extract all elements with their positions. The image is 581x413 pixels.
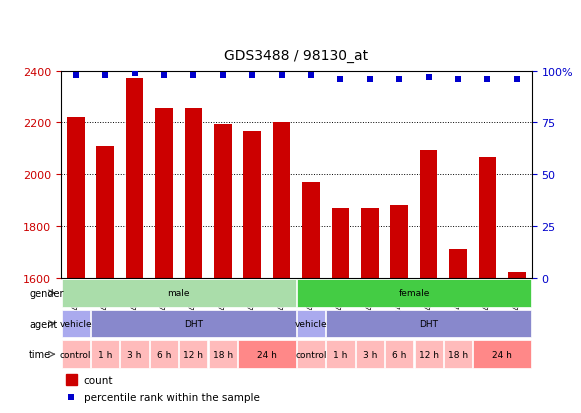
Text: 6 h: 6 h <box>392 350 407 359</box>
FancyBboxPatch shape <box>415 341 443 368</box>
Point <box>424 74 433 81</box>
Text: 12 h: 12 h <box>184 350 203 359</box>
FancyBboxPatch shape <box>474 341 531 368</box>
Point <box>306 72 315 79</box>
Text: gender: gender <box>29 288 63 298</box>
Point <box>453 76 462 83</box>
Text: GDS3488 / 98130_at: GDS3488 / 98130_at <box>224 48 368 62</box>
FancyBboxPatch shape <box>62 310 90 337</box>
Bar <box>332 208 349 278</box>
Bar <box>96 146 114 278</box>
Bar <box>479 158 496 278</box>
Point <box>336 76 345 83</box>
Text: count: count <box>84 375 113 385</box>
Bar <box>243 132 261 278</box>
FancyBboxPatch shape <box>180 341 207 368</box>
Point <box>71 72 80 79</box>
Bar <box>449 249 467 278</box>
FancyBboxPatch shape <box>91 341 119 368</box>
Point <box>248 72 257 79</box>
Text: DHT: DHT <box>184 319 203 328</box>
FancyBboxPatch shape <box>120 341 149 368</box>
FancyBboxPatch shape <box>62 341 90 368</box>
Point <box>67 394 76 400</box>
Text: 3 h: 3 h <box>127 350 142 359</box>
FancyBboxPatch shape <box>444 341 472 368</box>
Text: 12 h: 12 h <box>419 350 439 359</box>
Text: male: male <box>167 289 190 298</box>
Text: control: control <box>60 350 91 359</box>
Bar <box>273 123 290 278</box>
FancyBboxPatch shape <box>62 280 296 307</box>
FancyBboxPatch shape <box>297 341 325 368</box>
Text: 18 h: 18 h <box>448 350 468 359</box>
Text: 18 h: 18 h <box>213 350 233 359</box>
Point <box>218 72 227 79</box>
FancyBboxPatch shape <box>91 310 296 337</box>
Point <box>101 72 110 79</box>
Text: agent: agent <box>29 319 58 329</box>
Point <box>394 76 404 83</box>
FancyBboxPatch shape <box>150 341 178 368</box>
Point <box>277 72 286 79</box>
Text: 1 h: 1 h <box>98 350 112 359</box>
FancyBboxPatch shape <box>209 341 237 368</box>
Text: vehicle: vehicle <box>59 319 92 328</box>
Point <box>512 76 522 83</box>
Text: 1 h: 1 h <box>333 350 347 359</box>
Text: 24 h: 24 h <box>257 350 277 359</box>
Bar <box>67 118 85 278</box>
Text: 3 h: 3 h <box>363 350 377 359</box>
Point <box>189 72 198 79</box>
Text: 6 h: 6 h <box>157 350 171 359</box>
FancyBboxPatch shape <box>327 310 531 337</box>
Point <box>159 72 168 79</box>
FancyBboxPatch shape <box>297 310 325 337</box>
FancyBboxPatch shape <box>356 341 384 368</box>
Text: vehicle: vehicle <box>295 319 327 328</box>
Text: DHT: DHT <box>419 319 438 328</box>
Text: time: time <box>29 349 51 359</box>
Text: control: control <box>295 350 327 359</box>
Bar <box>214 124 232 278</box>
Text: 24 h: 24 h <box>492 350 512 359</box>
FancyBboxPatch shape <box>238 341 296 368</box>
Bar <box>420 150 437 278</box>
Point <box>130 70 139 77</box>
FancyBboxPatch shape <box>297 280 531 307</box>
Bar <box>185 109 202 278</box>
Bar <box>508 273 526 278</box>
Bar <box>125 79 144 278</box>
Bar <box>66 374 77 385</box>
Point <box>483 76 492 83</box>
FancyBboxPatch shape <box>327 341 354 368</box>
Text: female: female <box>398 289 430 298</box>
Text: percentile rank within the sample: percentile rank within the sample <box>84 392 260 402</box>
Bar <box>390 206 408 278</box>
Point <box>365 76 375 83</box>
Bar <box>155 109 173 278</box>
FancyBboxPatch shape <box>385 341 413 368</box>
Bar <box>361 208 379 278</box>
Bar <box>302 183 320 278</box>
